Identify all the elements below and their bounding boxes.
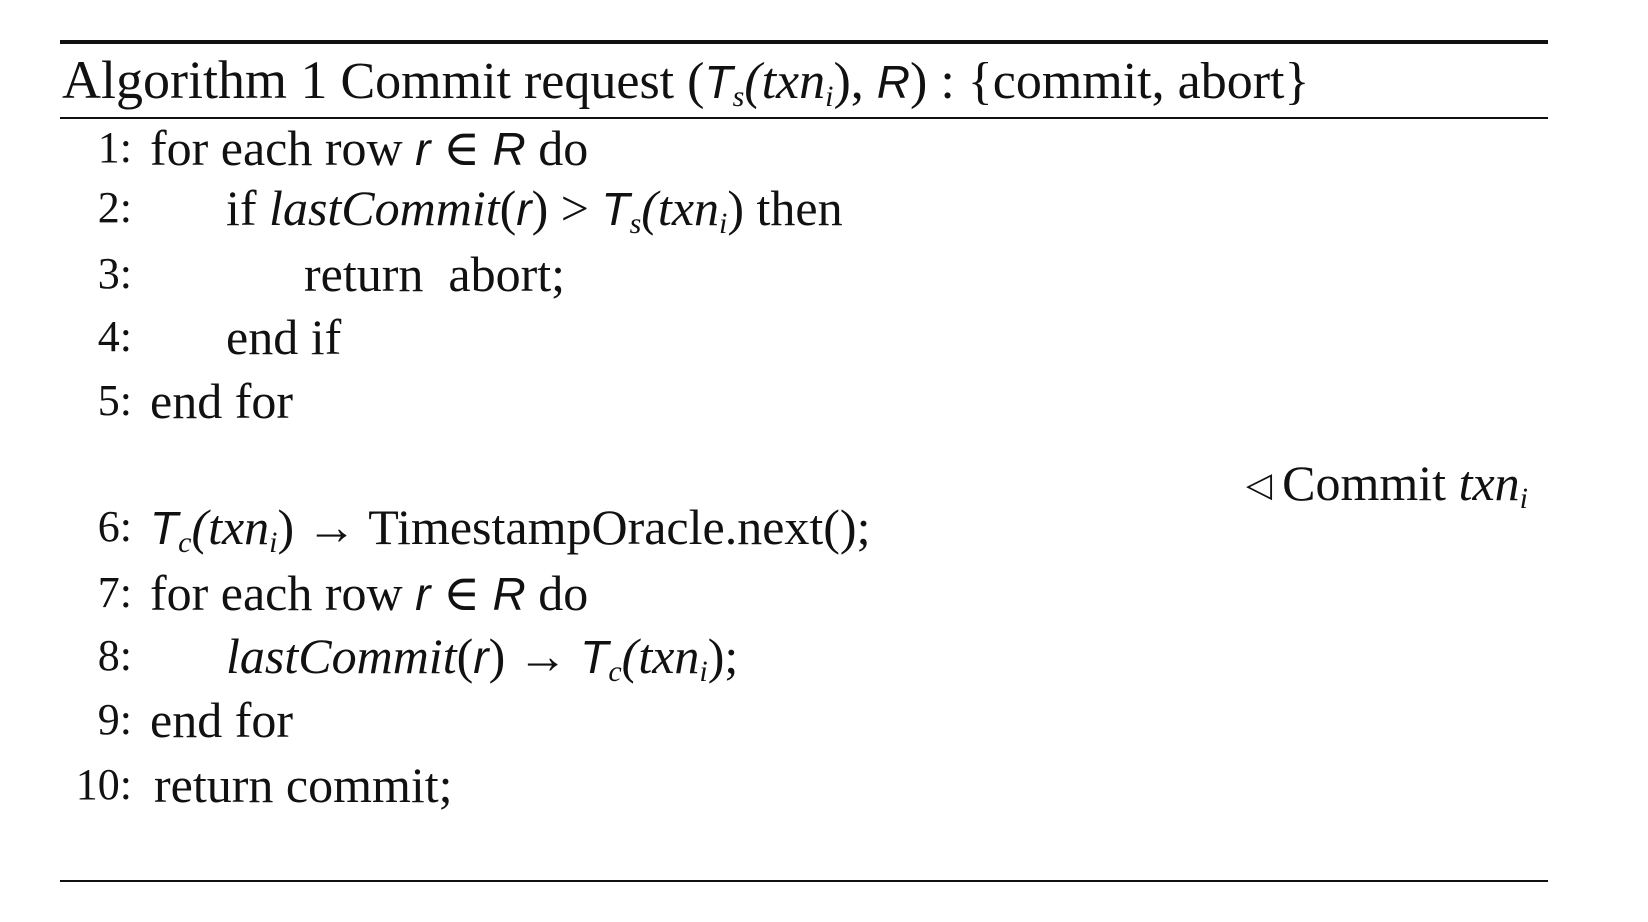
line-code: for each row r ∈ R do bbox=[150, 120, 589, 176]
line-code: Tc(txni) → TimestampOracle.next(); bbox=[150, 499, 871, 559]
line-number: 7: bbox=[97, 568, 132, 617]
top-rule bbox=[60, 40, 1548, 44]
line-code: return abort; bbox=[304, 246, 566, 302]
algorithm-caption: Algorithm 1 Commit request (Ts(txni), R)… bbox=[62, 48, 1309, 114]
line-number: 9: bbox=[97, 695, 132, 744]
line-number: 4: bbox=[97, 312, 132, 361]
line-number: 1: bbox=[97, 123, 132, 172]
line-number: 3: bbox=[97, 249, 132, 298]
line-number: 10: bbox=[75, 760, 132, 809]
line-number: 5: bbox=[97, 376, 132, 425]
line-code: if lastCommit(r) > Ts(txni) then bbox=[226, 180, 843, 240]
line-code: end for bbox=[150, 692, 293, 748]
line-code: for each row r ∈ R do bbox=[150, 565, 589, 621]
line-code: return commit; bbox=[154, 757, 453, 813]
line-number: 2: bbox=[97, 183, 132, 232]
bottom-rule bbox=[60, 880, 1548, 882]
algorithm-name: Commit request bbox=[340, 53, 675, 110]
algorithm-comment: ◁ Commit txni bbox=[1245, 455, 1528, 515]
line-number: 8: bbox=[97, 631, 132, 680]
algorithm-label: Algorithm 1 bbox=[62, 50, 328, 110]
line-code: end for bbox=[150, 373, 293, 429]
line-number: 6: bbox=[97, 502, 132, 551]
comment-triangle-icon: ◁ bbox=[1245, 465, 1273, 505]
line-code: lastCommit(r) → Tc(txni); bbox=[226, 628, 739, 688]
header-rule bbox=[60, 117, 1548, 119]
line-code: end if bbox=[226, 309, 342, 365]
algorithm-args: (Ts(txni), R) : {commit, abort} bbox=[687, 53, 1310, 113]
